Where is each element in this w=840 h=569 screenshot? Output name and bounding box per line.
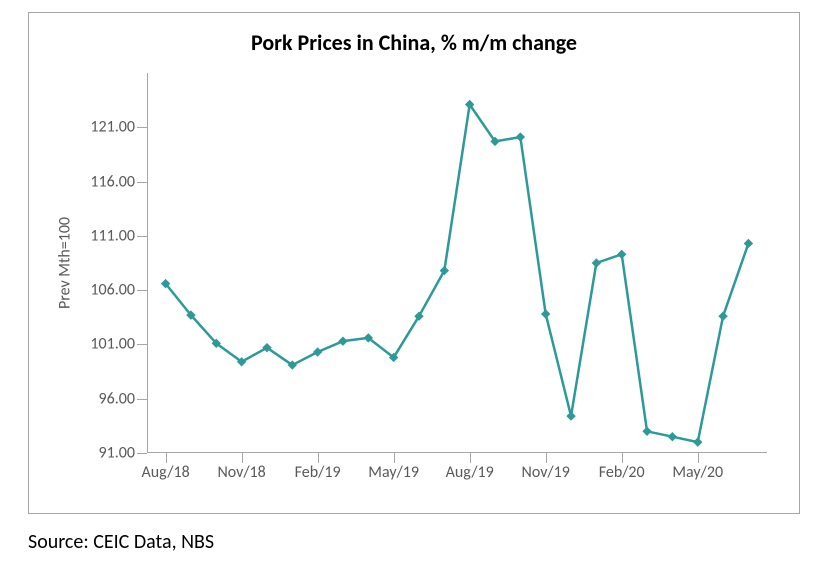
x-tick [242,453,243,463]
y-tick-label: 96.00 [75,389,135,408]
x-tick [166,453,167,463]
y-tick-label: 101.00 [75,335,135,354]
y-tick-label: 106.00 [75,281,135,300]
data-marker [643,427,651,435]
source-text: Source: CEIC Data, NBS [28,530,214,554]
x-tick [698,453,699,463]
y-tick [137,344,147,345]
data-marker [339,337,347,345]
chart-title: Pork Prices in China, % m/m change [29,29,799,56]
x-tick-label: Aug/18 [142,463,190,482]
line-path [166,104,749,442]
x-tick [622,453,623,463]
y-tick-label: 121.00 [75,118,135,137]
y-axis-title: Prev Mth=100 [56,217,75,309]
x-tick [546,453,547,463]
x-tick-label: Aug/19 [446,463,494,482]
data-marker [668,433,676,441]
data-marker [592,259,600,267]
data-marker [719,312,727,320]
data-marker [516,133,524,141]
data-marker [694,438,702,446]
y-tick-label: 91.00 [75,444,135,463]
y-tick [137,399,147,400]
data-marker [567,412,575,420]
x-tick [394,453,395,463]
x-tick-label: Feb/19 [295,463,341,482]
line-series [147,73,767,453]
plot-area: 91.0096.00101.00106.00111.00116.00121.00… [147,73,767,453]
x-tick-label: May/19 [368,463,419,482]
y-tick-label: 116.00 [75,172,135,191]
y-tick [137,127,147,128]
chart-container: Pork Prices in China, % m/m change Prev … [0,0,840,569]
data-marker [618,250,626,258]
x-tick-label: Nov/18 [217,463,265,482]
y-tick [137,182,147,183]
data-marker [542,310,550,318]
y-tick [137,453,147,454]
x-tick-label: Feb/20 [599,463,645,482]
x-tick [470,453,471,463]
y-tick-label: 111.00 [75,226,135,245]
x-tick-label: Nov/19 [522,463,570,482]
x-tick [318,453,319,463]
data-marker [744,239,752,247]
y-tick [137,290,147,291]
y-tick [137,236,147,237]
chart-box: Pork Prices in China, % m/m change Prev … [28,12,800,514]
x-tick-label: May/20 [672,463,723,482]
